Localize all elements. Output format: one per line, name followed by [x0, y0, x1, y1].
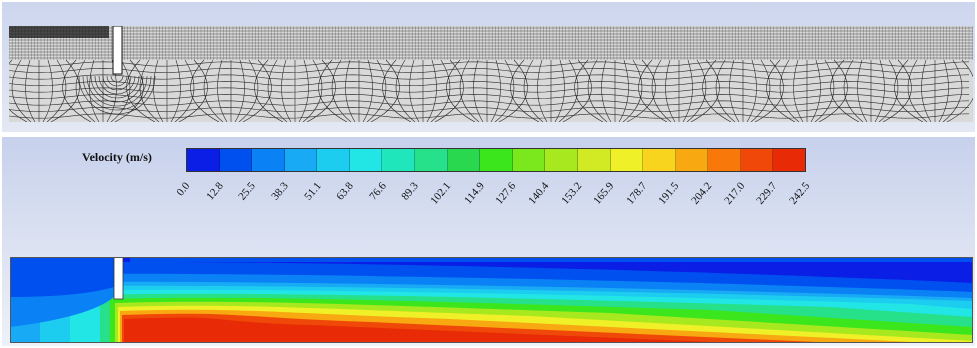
colorbar [186, 148, 806, 172]
colorbar-swatch [610, 149, 644, 171]
mesh-grid [9, 26, 973, 122]
colorbar-swatch [773, 149, 805, 171]
colorbar-swatch [740, 149, 774, 171]
colorbar-swatch [317, 149, 350, 171]
colorbar-swatch [675, 149, 709, 171]
colorbar-swatch [187, 149, 220, 171]
colorbar-swatch [447, 149, 481, 171]
colorbar-swatch [643, 149, 676, 171]
colorbar-swatch [252, 149, 285, 171]
legend-title: Velocity (m/s) [82, 150, 152, 164]
colorbar-swatch [708, 149, 741, 171]
colorbar-swatch [349, 149, 383, 171]
colorbar-swatch [219, 149, 253, 171]
contour-plot [10, 257, 973, 343]
colorbar-swatch [480, 149, 513, 171]
colorbar-swatch [545, 149, 578, 171]
colorbar-swatch [382, 149, 416, 171]
colorbar-swatch [512, 149, 546, 171]
colorbar-swatch [577, 149, 611, 171]
velocity-contour-field [10, 257, 973, 343]
colorbar-swatch [284, 149, 318, 171]
mesh-view [9, 26, 973, 122]
colorbar-swatch [415, 149, 448, 171]
